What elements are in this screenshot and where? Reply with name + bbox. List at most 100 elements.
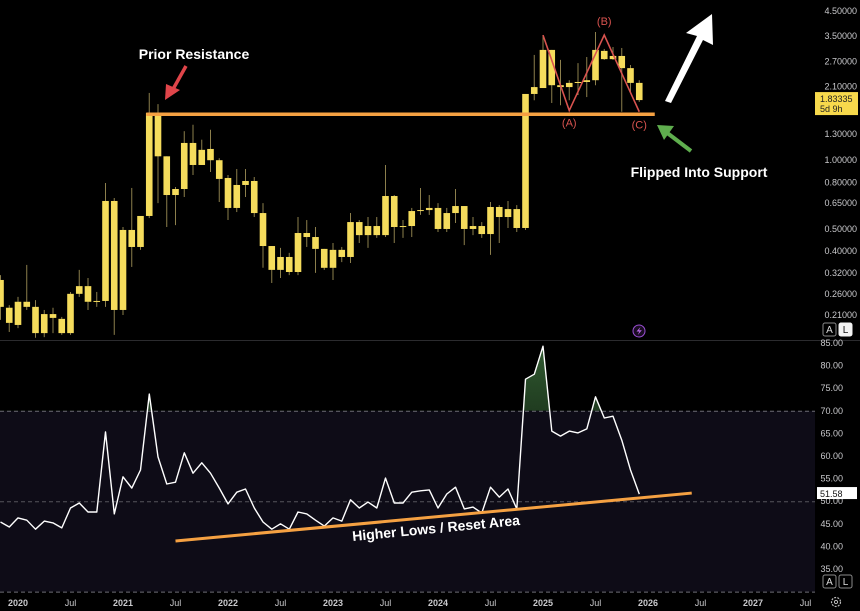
candle-body — [443, 213, 451, 229]
time-axis[interactable]: 2020 Jul 2021 Jul 2022 Jul 2023 Jul 2024 Jul 2025 J… — [8, 598, 811, 608]
candle-body — [215, 160, 223, 179]
candle — [600, 48, 608, 60]
candle — [495, 205, 503, 244]
candle-body — [303, 233, 311, 238]
candle-body — [23, 301, 31, 307]
candle-body — [382, 196, 389, 236]
price-tick-label: 0.21000 — [824, 310, 857, 320]
price-pane[interactable]: (A) (B) (C) Prior Resistance Flipped Int… — [0, 14, 768, 338]
rsi-axis[interactable]: 85.00 80.00 75.00 70.00 65.00 60.00 55.00 50.00… — [820, 338, 843, 574]
candle — [522, 93, 529, 230]
candle — [452, 189, 459, 223]
candle — [75, 269, 83, 297]
rsi-pane[interactable]: Higher Lows / Reset Area — [0, 345, 815, 593]
time-tick-label: 2022 — [218, 598, 238, 608]
rsi-scale-auto-button[interactable]: A — [822, 574, 837, 589]
candle-body — [600, 50, 608, 60]
gear-icon[interactable] — [830, 596, 842, 608]
candle — [434, 203, 442, 232]
candle-body — [574, 81, 582, 83]
candle — [285, 252, 293, 276]
candle — [14, 296, 22, 329]
rsi-tick-label: 40.00 — [820, 541, 843, 551]
wave-label-c: (C) — [632, 120, 647, 132]
lightning-icon[interactable] — [632, 324, 646, 338]
prior-resistance-label: Prior Resistance — [139, 46, 250, 62]
candle-body — [469, 226, 477, 229]
candle-body — [189, 142, 197, 165]
candle-body — [102, 200, 109, 301]
candle — [329, 243, 337, 280]
candle — [198, 139, 206, 165]
time-tick-label: 2024 — [428, 598, 448, 608]
abc-wave-line[interactable] — [542, 33, 640, 113]
candle-body — [40, 314, 48, 334]
rsi-scale-log-button[interactable]: L — [838, 574, 853, 589]
candle-body — [198, 149, 206, 165]
candle — [417, 187, 424, 215]
price-tick-label: 3.50000 — [824, 31, 857, 41]
candle — [137, 215, 144, 250]
candle-body — [67, 293, 74, 334]
time-tick-label: 2025 — [533, 598, 553, 608]
candle — [513, 205, 521, 232]
candle — [539, 35, 547, 89]
candle — [592, 32, 599, 86]
price-axis[interactable]: 4.50000 3.50000 2.70000 2.10000 1.30000 1.000… — [824, 6, 857, 320]
rsi-tick-label: 85.00 — [820, 338, 843, 348]
candle-body — [172, 189, 179, 196]
candle — [5, 305, 13, 332]
price-tick-label: 0.80000 — [824, 177, 857, 187]
time-tick-label: 2027 — [743, 598, 763, 608]
red-arrow-icon — [165, 65, 188, 100]
wave-label-b: (B) — [597, 16, 612, 28]
candle-body — [242, 180, 249, 185]
rsi-trendline[interactable] — [175, 491, 692, 543]
candle-body — [224, 177, 232, 208]
rsi-line[interactable] — [0, 345, 640, 530]
candle-body — [329, 249, 337, 268]
price-tick-label: 0.40000 — [824, 246, 857, 256]
rsi-tick-label: 45.00 — [820, 519, 843, 529]
candle — [172, 187, 179, 226]
last-price-value: 1.83335 — [820, 94, 853, 104]
candle-body — [277, 256, 284, 270]
candle — [207, 129, 214, 172]
candle — [382, 164, 389, 238]
candle — [390, 195, 398, 244]
candle-body — [452, 206, 459, 214]
candle-body — [373, 226, 381, 236]
candle — [250, 177, 258, 218]
candle — [294, 217, 302, 276]
candle-body — [180, 142, 188, 190]
candle-body — [495, 206, 503, 218]
price-tick-label: 0.32000 — [824, 268, 857, 278]
candle — [23, 264, 31, 310]
log-label: L — [843, 577, 849, 588]
candle-body — [364, 226, 372, 236]
time-tick-label: Jul — [380, 598, 392, 608]
candle-body — [539, 49, 547, 89]
candle-body — [408, 211, 416, 227]
candle — [93, 291, 101, 307]
candle — [320, 248, 328, 270]
candle — [583, 57, 591, 98]
bar-countdown: 5d 9h — [820, 104, 843, 114]
candle-body — [84, 286, 92, 302]
candle — [425, 195, 433, 215]
candle — [635, 80, 643, 102]
price-scale-auto-button[interactable]: A — [822, 322, 837, 337]
candle-body — [294, 233, 302, 273]
candle-body — [154, 112, 162, 157]
candle-body — [425, 207, 433, 211]
time-tick-label: Jul — [485, 598, 497, 608]
candle — [49, 307, 57, 334]
candle-body — [478, 226, 486, 235]
time-tick-label: Jul — [590, 598, 602, 608]
price-scale-log-button[interactable]: L — [838, 322, 853, 337]
rsi-last-value: 51.58 — [820, 489, 843, 499]
candles — [0, 32, 643, 338]
candle-body — [487, 206, 494, 235]
candle — [460, 206, 468, 246]
